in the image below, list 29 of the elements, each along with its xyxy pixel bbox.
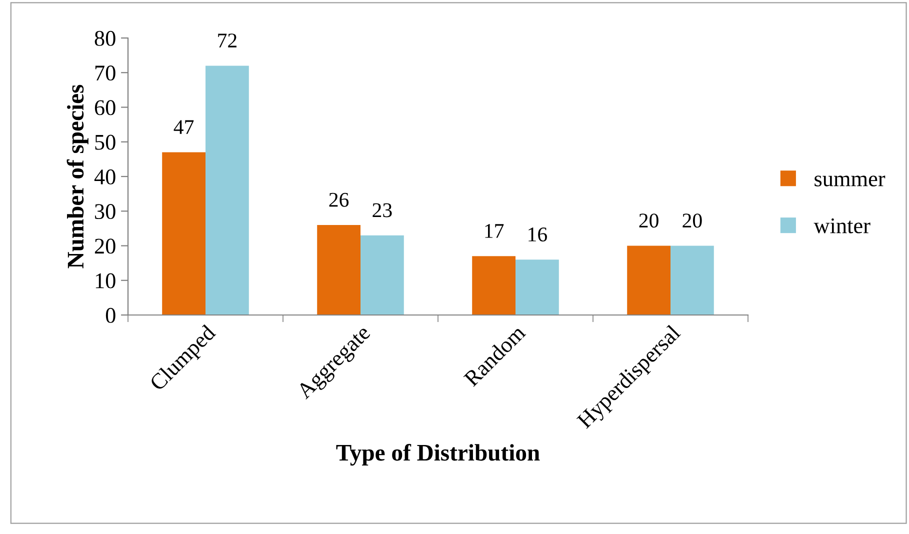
bar bbox=[627, 246, 670, 315]
data-label: 23 bbox=[372, 203, 392, 218]
bar bbox=[317, 224, 360, 315]
data-label: 20 bbox=[639, 214, 658, 228]
y-tick-label: 40 bbox=[94, 169, 116, 184]
data-label: 47 bbox=[174, 120, 194, 134]
y-tick-label: 50 bbox=[95, 134, 116, 150]
y-axis-title: Number of species bbox=[66, 84, 88, 268]
y-tick-label: 30 bbox=[95, 204, 116, 220]
data-label: 72 bbox=[218, 34, 236, 48]
data-label: 17 bbox=[485, 224, 504, 238]
legend-label: summer bbox=[814, 176, 886, 186]
y-tick-label: 20 bbox=[94, 238, 116, 254]
bar bbox=[516, 260, 559, 315]
legend-label: winter bbox=[814, 218, 870, 234]
y-tick-label: 10 bbox=[96, 273, 116, 288]
data-label: 20 bbox=[682, 214, 702, 228]
data-label: 26 bbox=[329, 192, 349, 207]
bar bbox=[360, 235, 404, 315]
y-tick-label: 80 bbox=[94, 30, 116, 46]
bar bbox=[670, 246, 714, 315]
bar bbox=[472, 256, 516, 315]
data-label: 16 bbox=[528, 227, 547, 242]
bar bbox=[162, 152, 206, 315]
bar bbox=[206, 66, 249, 315]
y-tick-label: 70 bbox=[95, 66, 116, 81]
x-axis-title: Type of Distribution bbox=[336, 444, 540, 466]
y-tick-label: 60 bbox=[94, 100, 116, 116]
y-tick-label: 0 bbox=[106, 308, 116, 323]
